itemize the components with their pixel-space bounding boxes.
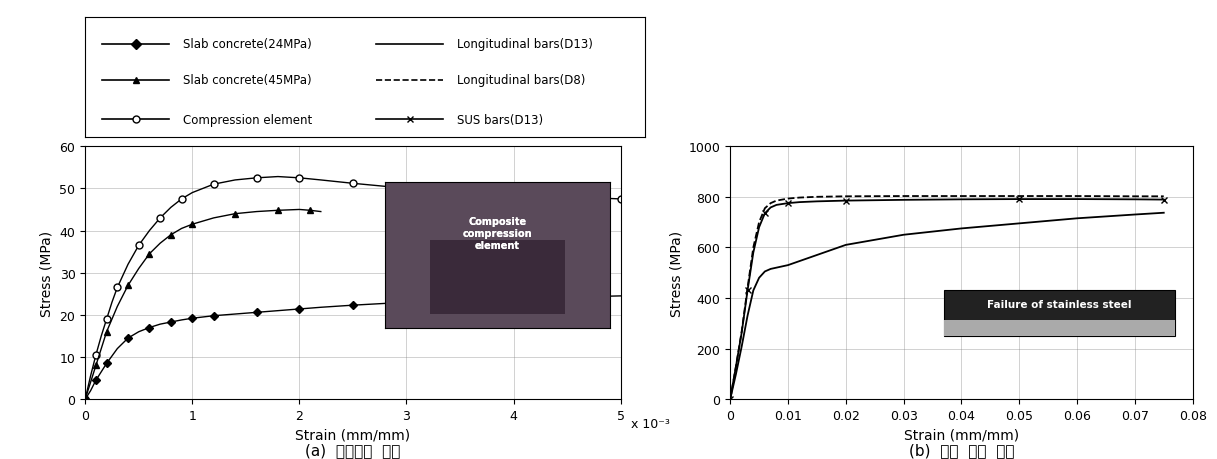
Bar xyxy=(944,291,1176,336)
Text: (a)  콘크리트  재료: (a) 콘크리트 재료 xyxy=(305,442,400,457)
Text: (b)  강재  인장  시편: (b) 강재 인장 시편 xyxy=(909,442,1014,457)
Bar xyxy=(944,320,1176,336)
Text: Longitudinal bars(D8): Longitudinal bars(D8) xyxy=(458,74,585,87)
Y-axis label: Stress (MPa): Stress (MPa) xyxy=(40,230,54,316)
Y-axis label: Stress (MPa): Stress (MPa) xyxy=(669,230,683,316)
Text: Compression element: Compression element xyxy=(183,113,313,126)
Text: x 10⁻³: x 10⁻³ xyxy=(632,417,671,430)
Text: Longitudinal bars(D13): Longitudinal bars(D13) xyxy=(458,38,594,51)
X-axis label: Strain (mm/mm): Strain (mm/mm) xyxy=(296,427,410,442)
X-axis label: Strain (mm/mm): Strain (mm/mm) xyxy=(904,427,1019,442)
Text: SUS bars(D13): SUS bars(D13) xyxy=(458,113,544,126)
Text: Failure of stainless steel: Failure of stainless steel xyxy=(987,299,1132,309)
Text: Slab concrete(24MPa): Slab concrete(24MPa) xyxy=(183,38,312,51)
Text: Slab concrete(45MPa): Slab concrete(45MPa) xyxy=(183,74,312,87)
